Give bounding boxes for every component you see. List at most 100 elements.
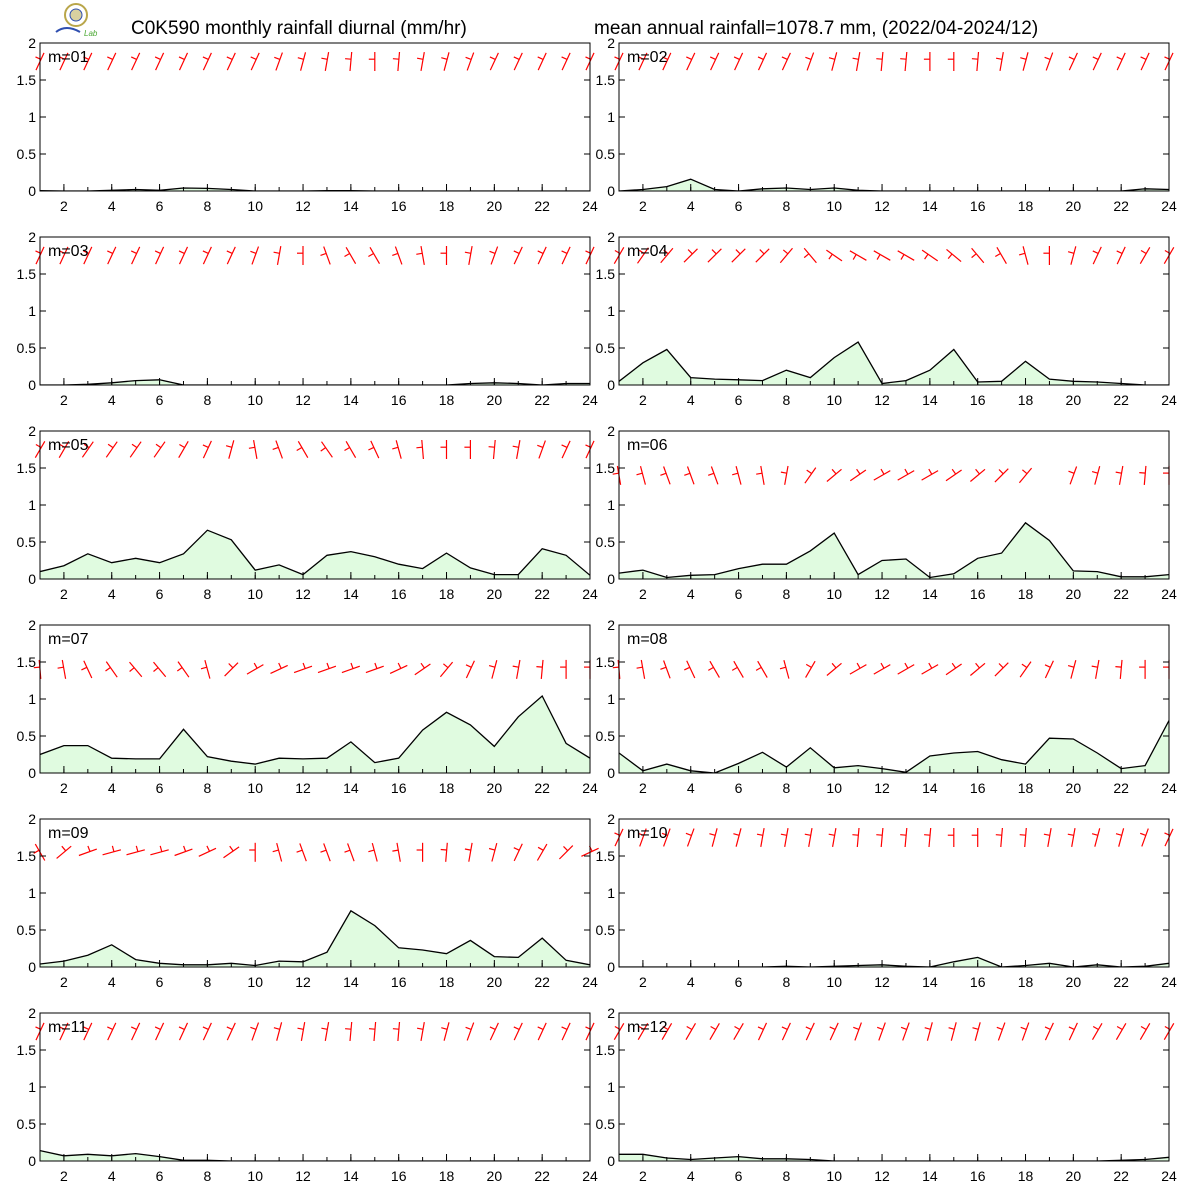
wind-barb-feather: [805, 56, 812, 60]
wind-barb: [1020, 1022, 1030, 1041]
x-tick-label: 12: [295, 392, 311, 408]
rain-line: [40, 909, 590, 967]
rain-line: [619, 341, 1169, 385]
wind-barb-shaft: [246, 664, 264, 675]
wind-barb-shaft: [178, 52, 189, 71]
wind-barb: [970, 662, 986, 676]
wind-barb: [83, 246, 93, 265]
wind-barb-shaft: [59, 1022, 69, 1041]
wind-barb: [344, 843, 355, 862]
wind-barb-feather: [202, 444, 209, 448]
wind-barb-shaft: [1044, 1022, 1054, 1041]
wind-barb-shaft: [856, 827, 860, 848]
x-tick-label: 2: [60, 780, 68, 796]
wind-barb-feather: [731, 666, 738, 671]
wind-barb-shaft: [537, 1022, 547, 1041]
wind-barb-shaft: [945, 469, 962, 482]
wind-barb-shaft: [81, 441, 94, 458]
wind-barb-feather: [178, 250, 185, 254]
wind-barb-shaft: [561, 246, 571, 265]
wind-barb-shaft: [491, 842, 498, 862]
rain-area: [619, 522, 1169, 579]
wind-barb-feather: [853, 1026, 860, 1030]
wind-barb-shaft: [226, 52, 236, 71]
x-tick-label: 22: [534, 586, 550, 602]
x-tick-label: 10: [826, 392, 842, 408]
wind-barb-feather: [107, 250, 113, 254]
wind-barb: [83, 1022, 93, 1041]
wind-barb: [105, 661, 118, 678]
x-tick-label: 6: [156, 1168, 164, 1184]
chart-title: C0K590 monthly rainfall diurnal (mm/hr): [131, 18, 467, 39]
wind-barb-feather: [105, 667, 111, 672]
wind-barb-feather: [561, 56, 568, 60]
panel-frame: [618, 818, 1170, 968]
wind-barb-shaft: [58, 440, 70, 459]
wind-barb: [1018, 246, 1029, 265]
x-tick-label: 6: [735, 974, 743, 990]
x-tick-label: 8: [203, 780, 211, 796]
wind-barb: [465, 1022, 475, 1041]
wind-barb: [948, 1022, 957, 1041]
y-tick-label: 0: [28, 1153, 36, 1169]
wind-barb-shaft: [369, 246, 381, 265]
wind-barb: [392, 1021, 401, 1042]
wind-barb-feather: [178, 56, 185, 60]
wind-barb-feather: [1067, 665, 1075, 668]
y-tick-label: 1: [607, 109, 615, 125]
wind-barb: [273, 245, 282, 266]
wind-barb-shaft: [276, 245, 282, 266]
wind-barb-feather: [996, 1026, 1003, 1030]
wind-barb-feather: [1091, 665, 1098, 668]
wind-barb: [684, 660, 696, 679]
wind-barb-shaft: [946, 248, 962, 263]
wind-barb-shaft: [849, 250, 867, 261]
wind-barb: [1067, 246, 1077, 265]
wind-barb-feather: [296, 446, 303, 452]
y-tick-label: 1.5: [17, 1042, 37, 1058]
x-tick-label: 8: [782, 586, 790, 602]
wind-barb-shaft: [976, 51, 980, 72]
wind-barb-feather: [179, 443, 185, 449]
x-tick-label: 4: [108, 1168, 116, 1184]
wind-barb-feather: [662, 56, 669, 60]
wind-barb: [392, 246, 403, 265]
chart-subtitle: mean annual rainfall=1078.7 mm, (2022/04…: [594, 18, 1039, 39]
wind-barb-feather: [513, 56, 520, 60]
x-tick-label: 22: [1113, 586, 1129, 602]
wind-barb-shaft: [465, 660, 475, 679]
wind-barb-shaft: [56, 845, 72, 859]
wind-barb-feather: [1044, 664, 1051, 668]
y-tick-label: 1.5: [17, 654, 37, 670]
wind-barb-shaft: [994, 662, 1009, 677]
wind-barb-feather: [1091, 833, 1099, 836]
wind-barb-feather: [489, 1026, 496, 1030]
wind-barb-feather: [81, 666, 88, 671]
wind-barb-feather: [685, 832, 692, 836]
wind-barb-feather: [561, 444, 568, 448]
wind-barb-shaft: [683, 248, 698, 263]
wind-barb: [804, 827, 813, 848]
panel-label: m=06: [627, 437, 668, 454]
wind-barb-feather: [663, 249, 669, 255]
wind-barb-feather: [928, 662, 933, 669]
wind-barb-shaft: [639, 828, 647, 847]
y-tick-label: 0.5: [596, 340, 616, 356]
x-tick-label: 22: [1113, 392, 1129, 408]
wind-barb-feather: [733, 833, 740, 836]
wind-barb-feather: [129, 667, 135, 672]
y-tick-label: 0: [607, 571, 615, 587]
wind-barb-shaft: [150, 849, 169, 856]
wind-barb-shaft: [662, 52, 672, 71]
wind-barb-feather: [1091, 471, 1099, 474]
wind-barb: [226, 52, 236, 71]
wind-barb-feather: [828, 57, 835, 60]
wind-barb-feather: [756, 472, 763, 475]
wind-barb: [945, 662, 962, 676]
rain-line: [619, 1153, 1169, 1161]
wind-barb: [1115, 828, 1125, 847]
wind-barb-feather: [202, 56, 209, 60]
wind-barb: [779, 247, 793, 264]
wind-barb-feather: [880, 662, 885, 669]
wind-barb: [709, 52, 720, 71]
